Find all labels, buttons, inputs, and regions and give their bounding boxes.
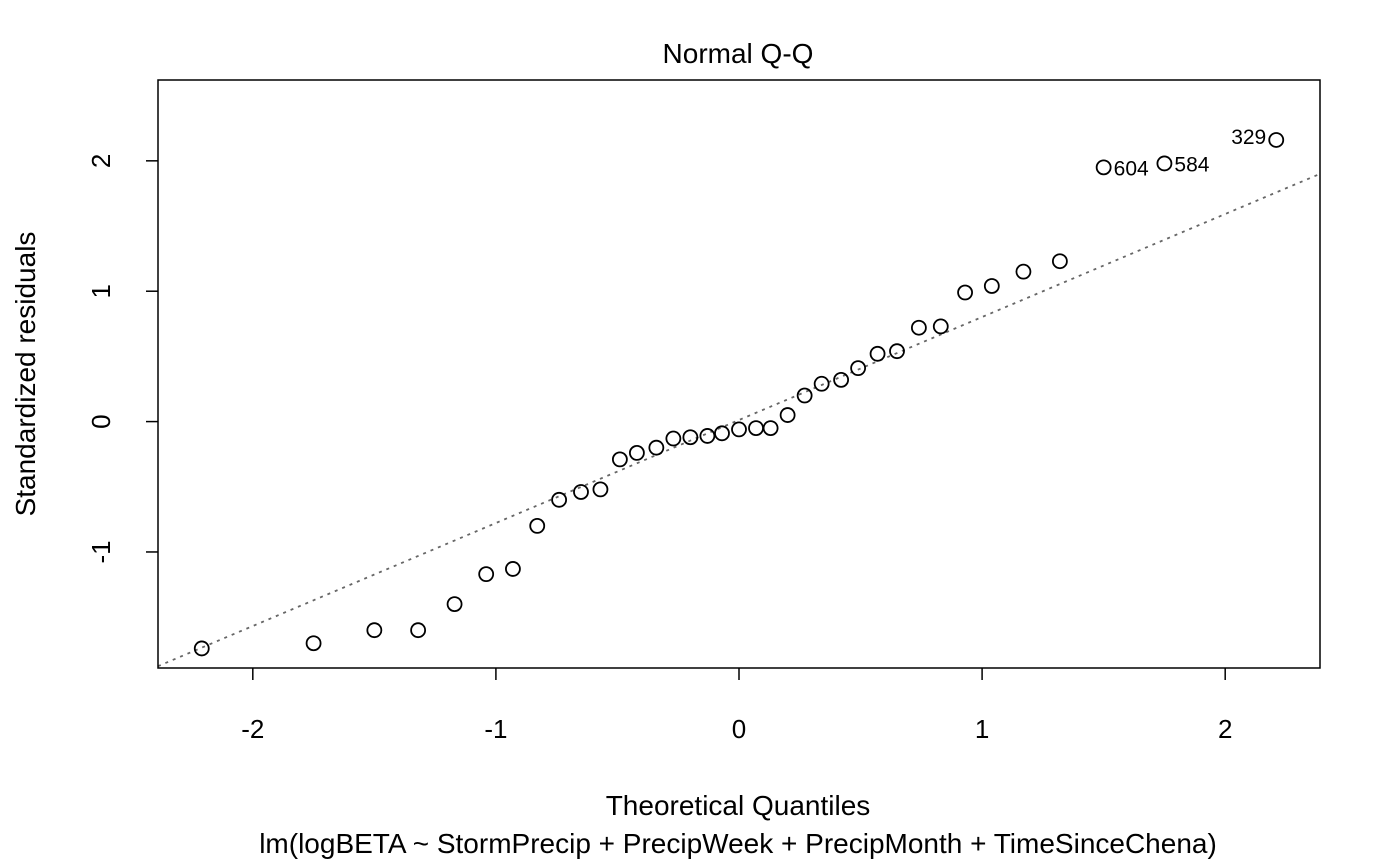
point-label: 329: [1231, 126, 1266, 149]
x-tick-label: -2: [241, 714, 264, 744]
x-tick-label: 2: [1218, 714, 1232, 744]
data-point: [551, 491, 568, 508]
data-point: [628, 444, 645, 461]
data-point: [1156, 155, 1173, 172]
data-point: [682, 429, 699, 446]
data-point: [714, 425, 730, 442]
data-point: [1095, 159, 1112, 176]
data-point: [779, 407, 796, 423]
data-point: [1268, 132, 1285, 148]
data-point: [932, 318, 949, 335]
data-point: [869, 345, 886, 362]
data-point: [446, 596, 463, 613]
x-axis: -2 -1 0 1 2: [241, 668, 1232, 744]
chart-title: Normal Q-Q: [663, 38, 814, 69]
data-point: [889, 343, 905, 360]
data-point: [1051, 253, 1068, 270]
y-tick-label: 0: [86, 414, 116, 428]
data-point: [648, 439, 665, 456]
data-point: [478, 566, 495, 583]
qq-reference-line: [157, 173, 1321, 668]
data-point: [796, 387, 813, 404]
data-point: [983, 278, 1000, 294]
data-point: [529, 517, 546, 534]
y-tick-label: 2: [86, 154, 116, 168]
data-point: [193, 640, 210, 657]
x-axis-title: Theoretical Quantiles: [606, 790, 871, 821]
data-point: [410, 622, 427, 639]
data-point: [957, 284, 973, 301]
x-tick-label: -1: [484, 714, 507, 744]
model-formula-subtitle: lm(logBETA ~ StormPrecip + PrecipWeek + …: [259, 828, 1217, 859]
data-point: [611, 451, 628, 468]
data-point: [731, 421, 747, 438]
y-tick-label: -1: [86, 540, 116, 563]
data-point: [665, 430, 682, 447]
x-tick-label: 1: [975, 714, 989, 744]
data-point: [305, 635, 322, 652]
data-point: [1015, 263, 1032, 280]
point-label: 584: [1174, 153, 1209, 176]
data-point: [505, 561, 521, 577]
data-point: [573, 484, 589, 500]
data-point: [762, 420, 779, 437]
data-point: [592, 481, 609, 498]
y-axis-title: Standardized residuals: [10, 232, 41, 517]
data-point: [850, 360, 867, 377]
data-point: [699, 428, 716, 444]
point-label: 604: [1114, 157, 1149, 180]
data-point: [833, 371, 850, 388]
data-point: [813, 375, 830, 392]
y-axis: -1 0 1 2: [86, 154, 158, 564]
y-tick-label: 1: [86, 284, 116, 298]
data-point: [910, 319, 927, 336]
data-point: [748, 420, 764, 437]
x-tick-label: 0: [732, 714, 746, 744]
data-point: [366, 622, 383, 639]
